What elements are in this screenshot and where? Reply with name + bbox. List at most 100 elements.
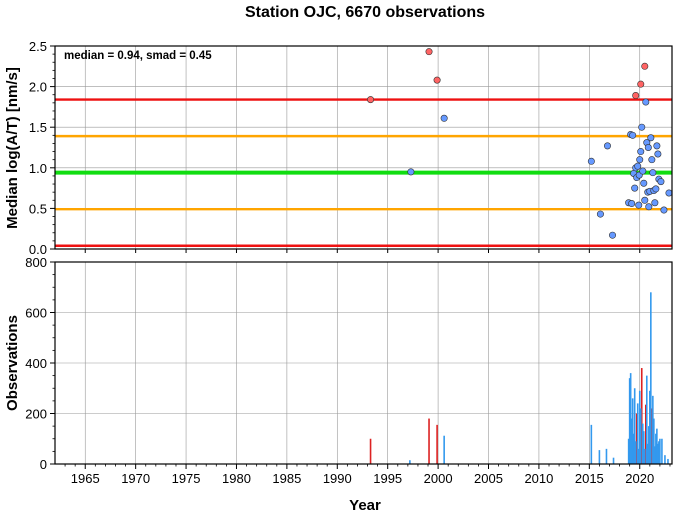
observation-bar [638,390,641,464]
observation-bar [612,457,615,464]
x-tick-label: 2005 [474,471,503,486]
data-point [596,210,604,218]
observation-bar [640,368,643,464]
amplitude-y-ticks: 0.0 0.5 1.0 1.5 2.0 2.5 [29,39,55,257]
observations-y-axis-label: Observations [4,315,21,411]
observation-bar [443,435,445,464]
observation-bar [643,448,646,464]
data-point [433,76,441,84]
x-tick-label: 1970 [121,471,150,486]
y-tick-label: 600 [25,306,47,321]
observation-bar [650,292,652,464]
data-point [635,201,643,209]
y-tick-label: 1.5 [29,120,47,135]
observation-bar [634,441,637,464]
observation-bar [633,388,636,464]
chart-title: Station OJC, 6670 observations [245,4,485,21]
observation-bar [628,378,631,464]
observations-y-ticks: 0 200 400 600 800 [25,255,55,472]
observation-bar [645,375,648,464]
x-tick-label: 1985 [272,471,301,486]
amplitude-grid [55,46,672,253]
observation-bar [661,438,663,464]
data-point [665,189,673,197]
observation-bar [631,398,634,464]
observation-bar [667,458,669,464]
x-tick-label: 2000 [424,471,453,486]
observation-bar [627,438,630,464]
data-point [629,131,637,139]
x-tick-label: 2010 [524,471,553,486]
observation-bar [664,455,666,464]
data-point [425,48,433,56]
amplitude-panel: 0.0 0.5 1.0 1.5 2.0 2.5 median = 0.94, smad =… [4,39,673,257]
data-point [653,142,661,150]
observation-bar [635,413,638,464]
observation-bar [409,460,411,464]
observation-bar [605,448,608,464]
observation-bar [651,408,653,464]
observations-grid [55,262,672,464]
median-smad-annotation: median = 0.94, smad = 0.45 [64,50,212,62]
observation-bar [652,395,654,464]
data-point [609,231,617,239]
year-x-axis-label: Year [349,497,381,511]
observation-bar [644,404,647,464]
observation-bar [647,443,649,464]
data-point [644,144,652,152]
amplitude-y-axis-label: Median log(A/T) [nm/s] [4,67,21,229]
y-tick-label: 800 [25,255,47,270]
data-point [634,162,642,170]
data-point [649,169,657,177]
data-point [647,134,655,142]
observation-bar [639,408,642,464]
observation-bar [630,418,633,464]
observation-bar [658,441,660,464]
y-tick-label: 0 [40,457,47,472]
year-x-ticks: 1965 1970 1975 1980 1985 1990 1995 2000 2005 2010… [64,464,671,486]
y-tick-label: 400 [25,356,47,371]
data-point [660,206,668,214]
amplitude-plot-frame [54,45,673,250]
observation-bar [637,448,640,464]
data-point [657,178,665,186]
data-point [654,150,662,158]
data-point [645,203,653,211]
amplitude-points [367,48,673,239]
x-tick-label: 1995 [373,471,402,486]
data-point [631,184,639,192]
observation-bar [659,438,661,464]
data-point [367,96,375,104]
observation-bar [649,390,651,464]
y-tick-label: 0.5 [29,201,47,216]
data-point [603,142,611,150]
y-tick-label: 2.0 [29,80,47,95]
observation-bar [632,433,635,464]
observation-bar [428,418,430,464]
data-point [642,98,650,106]
observation-bar [629,373,632,464]
y-tick-label: 1.0 [29,161,47,176]
x-tick-label: 2020 [625,471,654,486]
x-tick-label: 1980 [222,471,251,486]
observation-bar [653,418,655,464]
observation-bar [648,426,650,464]
x-tick-label: 1965 [71,471,100,486]
data-point [648,156,656,164]
data-point [632,92,640,100]
reference-lines [55,98,672,247]
data-point [440,114,448,122]
observation-bar [657,443,659,464]
data-point [641,196,649,204]
data-point [641,62,649,70]
data-point [639,167,647,175]
observation-bar [656,428,658,464]
observation-bar [642,431,645,464]
data-point [651,199,659,207]
data-point [628,200,636,208]
x-tick-label: 1975 [172,471,201,486]
data-point [637,80,645,88]
data-point [636,156,644,164]
